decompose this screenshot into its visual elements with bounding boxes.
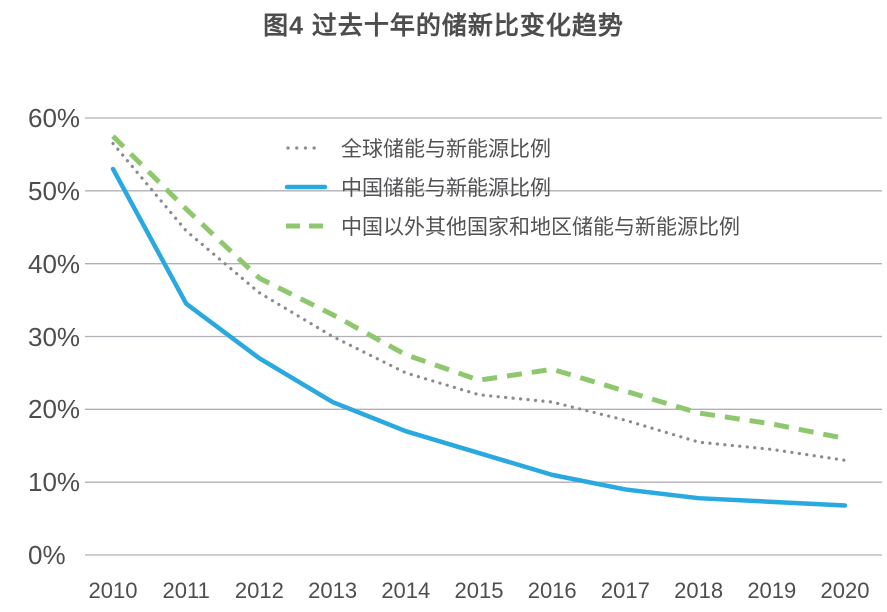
y-tick-label: 30% [28,321,81,352]
x-tick-label: 2011 [162,578,210,603]
legend-label-rest-of-world: 中国以外其他国家和地区储能与新能源比例 [341,215,740,239]
x-tick-label: 2010 [88,578,138,603]
legend: 全球储能与新能源比例 中国储能与新能源比例 中国以外其他国家和地区储能与新能源比… [284,128,740,245]
legend-item-china: 中国储能与新能源比例 [284,167,740,206]
series-line-1 [110,166,848,508]
y-tick-label: 60% [28,103,81,133]
y-tick-label: 10% [28,467,81,498]
legend-item-rest-of-world: 中国以外其他国家和地区储能与新能源比例 [284,206,740,245]
legend-item-global: 全球储能与新能源比例 [284,128,740,167]
x-tick-label: 2018 [674,578,724,603]
legend-label-global: 全球储能与新能源比例 [341,137,551,161]
y-tick-label: 20% [28,394,81,425]
solid-line-marker-icon [284,184,328,189]
x-tick-label: 2020 [820,578,870,603]
x-tick-label: 2013 [308,578,358,603]
y-tick-label: 50% [28,175,81,206]
x-tick-label: 2015 [454,578,504,603]
x-tick-label: 2012 [234,578,284,603]
chart-title: 图4 过去十年的储新比变化趋势 [263,12,624,40]
x-tick-label: 2016 [527,578,577,603]
legend-label-china: 中国储能与新能源比例 [341,176,551,200]
x-tick-label: 2014 [381,578,431,603]
y-tick-label: 0% [28,540,66,570]
dashed-line-marker-icon [286,223,328,228]
x-tick-label: 2019 [747,578,797,603]
y-tick-label: 40% [28,248,81,279]
dotted-line-marker-icon [286,145,320,150]
x-tick-label: 2017 [600,578,650,603]
